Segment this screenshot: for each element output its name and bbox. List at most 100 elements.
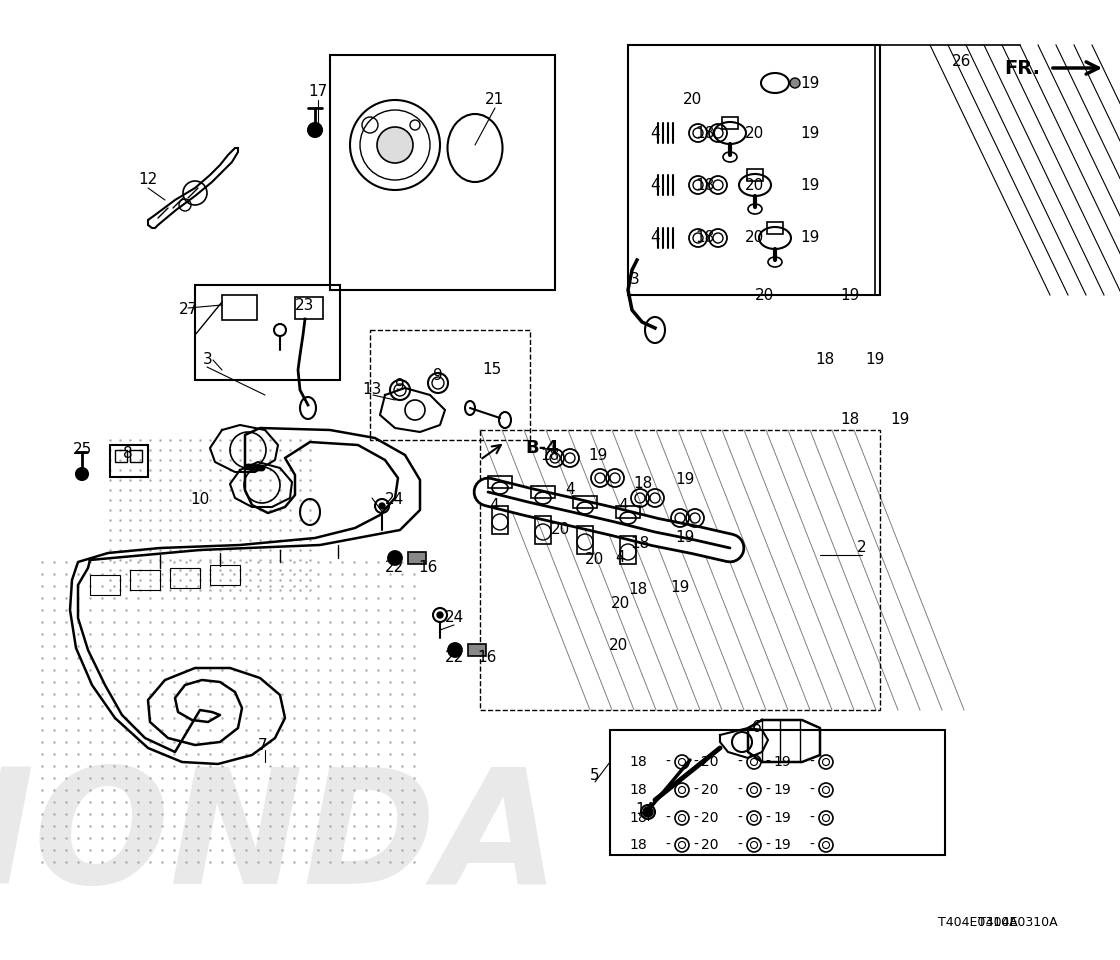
- Text: -: -: [810, 811, 814, 825]
- Text: 18: 18: [629, 783, 647, 797]
- Text: -: -: [766, 838, 771, 852]
- Text: 3: 3: [631, 273, 640, 287]
- Text: 6: 6: [753, 721, 762, 735]
- Text: 19: 19: [773, 811, 791, 825]
- Text: 24: 24: [385, 492, 404, 508]
- Text: 19: 19: [801, 76, 820, 90]
- Bar: [170, 568, 200, 588]
- Text: 4: 4: [615, 550, 625, 565]
- Text: 18: 18: [629, 811, 647, 825]
- Text: 19: 19: [801, 178, 820, 193]
- Text: 4: 4: [651, 126, 660, 140]
- Bar: [577, 526, 592, 554]
- Text: 24: 24: [445, 611, 464, 626]
- Text: 20: 20: [746, 230, 765, 246]
- Text: T404E0310A: T404E0310A: [939, 916, 1018, 928]
- Text: -: -: [693, 838, 699, 852]
- Text: 23: 23: [296, 298, 315, 313]
- Text: 16: 16: [418, 561, 438, 575]
- Text: 18: 18: [631, 536, 650, 550]
- Bar: [130, 450, 142, 462]
- Text: 18: 18: [840, 413, 860, 427]
- Bar: [616, 506, 640, 518]
- Bar: [722, 117, 738, 129]
- Text: -: -: [766, 783, 771, 797]
- Text: 20: 20: [701, 783, 719, 797]
- Text: 4: 4: [489, 497, 498, 513]
- Text: -: -: [766, 811, 771, 825]
- Text: 20: 20: [746, 178, 765, 193]
- Text: 22: 22: [446, 651, 465, 665]
- Text: -: -: [738, 783, 743, 797]
- Text: -: -: [766, 755, 771, 769]
- Bar: [222, 295, 256, 320]
- Text: -: -: [738, 838, 743, 852]
- Text: 27: 27: [178, 302, 197, 318]
- Circle shape: [437, 612, 444, 618]
- Text: B-4: B-4: [525, 439, 559, 457]
- Text: 19: 19: [890, 413, 909, 427]
- Circle shape: [388, 551, 402, 565]
- Bar: [573, 496, 597, 508]
- Circle shape: [790, 78, 800, 88]
- Text: 14: 14: [635, 803, 654, 818]
- Bar: [295, 297, 323, 319]
- Text: 18: 18: [696, 126, 715, 140]
- Text: 22: 22: [385, 561, 404, 575]
- Text: 16: 16: [477, 651, 496, 665]
- Text: 13: 13: [362, 382, 382, 397]
- Text: 20: 20: [701, 811, 719, 825]
- Text: -: -: [693, 755, 699, 769]
- Text: 5: 5: [590, 767, 600, 782]
- Bar: [535, 516, 551, 544]
- Text: 4: 4: [651, 178, 660, 193]
- Circle shape: [76, 468, 88, 480]
- Bar: [492, 506, 508, 534]
- Bar: [468, 644, 486, 656]
- Text: -: -: [810, 783, 814, 797]
- Bar: [330, 55, 556, 290]
- Text: 10: 10: [190, 492, 209, 508]
- Text: T404E0310A: T404E0310A: [978, 916, 1057, 928]
- Text: 26: 26: [952, 55, 972, 69]
- Text: 20: 20: [746, 126, 765, 140]
- Text: 19: 19: [866, 352, 885, 368]
- Text: 18: 18: [629, 838, 647, 852]
- Text: 18: 18: [696, 178, 715, 193]
- Bar: [488, 476, 512, 488]
- Text: 7: 7: [259, 737, 268, 753]
- Text: 20: 20: [755, 287, 775, 302]
- Text: 19: 19: [773, 838, 791, 852]
- Text: 18: 18: [696, 230, 715, 246]
- Bar: [610, 730, 945, 855]
- Bar: [115, 450, 127, 462]
- Text: -: -: [665, 838, 671, 852]
- Text: -: -: [665, 755, 671, 769]
- Circle shape: [643, 807, 653, 817]
- Text: 18: 18: [815, 352, 834, 368]
- Text: 19: 19: [675, 531, 694, 545]
- Text: -: -: [738, 811, 743, 825]
- Text: -: -: [810, 755, 814, 769]
- Text: 20: 20: [701, 838, 719, 852]
- Text: -: -: [665, 783, 671, 797]
- Bar: [110, 445, 148, 477]
- Text: FR.: FR.: [1004, 59, 1040, 78]
- Text: 20: 20: [683, 92, 702, 108]
- Text: 20: 20: [610, 595, 629, 611]
- Text: 19: 19: [670, 581, 690, 595]
- Text: 20: 20: [586, 553, 605, 567]
- Text: 12: 12: [139, 173, 158, 187]
- Text: 19: 19: [588, 447, 608, 463]
- Text: 19: 19: [801, 230, 820, 246]
- Text: 25: 25: [73, 443, 92, 458]
- Text: 20: 20: [701, 755, 719, 769]
- Circle shape: [308, 123, 323, 137]
- Text: 8: 8: [123, 445, 133, 461]
- Text: 19: 19: [773, 755, 791, 769]
- Text: 2: 2: [857, 540, 867, 556]
- Text: 9: 9: [395, 377, 404, 393]
- Text: 20: 20: [550, 522, 570, 538]
- Text: 18: 18: [629, 755, 647, 769]
- Bar: [90, 575, 120, 595]
